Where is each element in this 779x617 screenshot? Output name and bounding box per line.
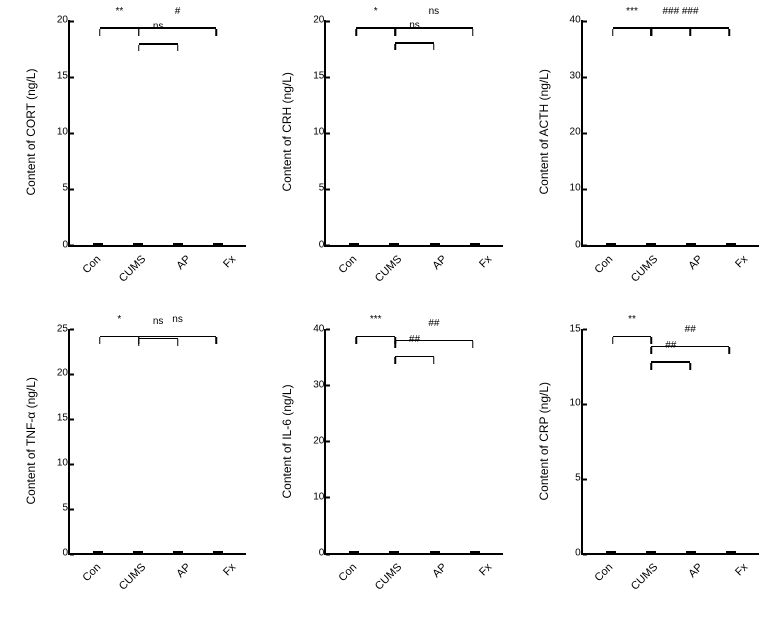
panel-cort: Content of CORT (ng/L)05101520**ns#ConCU… [20,20,246,289]
y-tick: 10 [570,183,581,194]
y-axis-label: Content of CRH (ng/L) [276,20,294,245]
panel-crh: Content of CRH (ng/L)05101520*nsnsConCUM… [276,20,502,289]
y-tick: 10 [57,458,68,469]
y-tick: 25 [57,323,68,334]
x-tick-label: Fx [204,561,258,615]
y-tick: 10 [313,127,324,138]
x-tick-label: Fx [460,561,514,615]
y-tick: 5 [62,183,68,194]
y-tick: 20 [570,127,581,138]
y-tick: 0 [319,239,325,250]
y-tick: 5 [319,183,325,194]
panel-acth: Content of ACTH (ng/L) 010203040***######… [533,20,759,289]
y-tick: 20 [313,15,324,26]
plot-area: 0510152025*nsns [68,329,246,556]
y-tick: 5 [575,473,581,484]
y-tick: 20 [57,368,68,379]
y-tick: 20 [313,435,324,446]
y-tick: 15 [57,71,68,82]
y-tick: 40 [313,323,324,334]
y-tick: 0 [62,239,68,250]
plot-area: 010203040***#### [324,329,502,556]
y-axis-label: Content of TNF-α (ng/L) [20,329,38,554]
y-tick: 0 [575,548,581,559]
plot-area: 05101520*nsns [324,20,502,247]
x-tick-label: Fx [460,253,514,307]
y-tick: 40 [570,15,581,26]
panel-tnf: Content of TNF-α (ng/L)0510152025*nsnsCo… [20,329,246,598]
y-tick: 0 [575,239,581,250]
x-tick-label: Fx [717,561,771,615]
y-tick: 10 [57,127,68,138]
chart-grid: Content of CORT (ng/L)05101520**ns#ConCU… [20,20,759,597]
sig-label: *** [370,315,382,325]
y-tick: 10 [570,398,581,409]
y-axis-label: Content of ACTH (ng/L) [533,20,551,245]
sig-label: ### [662,7,679,17]
sig-label: ### [682,7,699,17]
sig-label: ns [153,317,164,327]
y-axis-label: Content of CRP (ng/L) [533,329,551,554]
panel-il6: Content of IL-6 (ng/L)010203040***####Co… [276,329,502,598]
y-tick: 15 [313,71,324,82]
plot-area: 05101520**ns# [68,20,246,247]
plot-area: 051015**#### [581,329,759,556]
sig-label: ns [429,7,440,17]
sig-label: ** [628,315,636,325]
y-tick: 20 [57,15,68,26]
x-tick-label: Fx [204,253,258,307]
sig-label: *** [626,7,638,17]
sig-label: ns [172,315,183,325]
sig-label: # [175,7,181,17]
y-tick: 0 [319,548,325,559]
x-tick-label: Con [69,561,123,615]
sig-label: * [117,315,121,325]
x-tick-label: Fx [717,253,771,307]
x-tick-label: AP [159,561,213,615]
panel-crp: Content of CRP (ng/L)051015**####ConCUMS… [533,329,759,598]
y-tick: 10 [313,491,324,502]
sig-label: * [374,7,378,17]
plot-area: 010203040***###### [581,20,759,247]
y-tick: 15 [570,323,581,334]
y-tick: 0 [62,548,68,559]
y-tick: 30 [570,71,581,82]
y-tick: 5 [62,503,68,514]
y-axis-label: Content of CORT (ng/L) [20,20,38,245]
sig-label: ** [115,7,123,17]
y-axis-label: Content of IL-6 (ng/L) [276,329,294,554]
y-tick: 15 [57,413,68,424]
y-tick: 30 [313,379,324,390]
x-tick-label: CUMS [114,561,168,615]
